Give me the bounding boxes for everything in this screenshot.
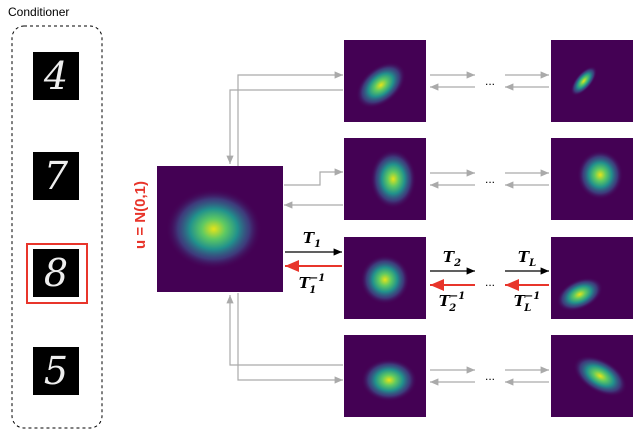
symbol: T bbox=[303, 229, 316, 247]
symbol: T bbox=[439, 292, 452, 310]
arrow bbox=[237, 71, 343, 166]
arrow bbox=[226, 295, 343, 366]
density-blob bbox=[360, 255, 410, 305]
ellipsis: ... bbox=[485, 369, 495, 383]
base-label: u = N(0,1) bbox=[132, 181, 149, 249]
density-blob bbox=[370, 149, 417, 209]
density-blob bbox=[556, 277, 603, 312]
superscript: −1 bbox=[450, 291, 465, 302]
ellipsis: ... bbox=[485, 172, 495, 186]
subscript: 2 bbox=[453, 258, 461, 269]
connections bbox=[226, 71, 343, 384]
subscript: 1 bbox=[314, 239, 321, 250]
density-blob bbox=[577, 150, 624, 200]
symbol: T bbox=[514, 292, 527, 310]
subscript: 1 bbox=[309, 285, 316, 296]
symbol: T bbox=[299, 274, 312, 292]
transform-label: T−1 2 bbox=[439, 291, 466, 314]
density-blob bbox=[573, 355, 628, 397]
conditioner-title: Conditioner bbox=[8, 5, 69, 19]
arrow bbox=[284, 168, 343, 186]
arrow bbox=[237, 293, 343, 384]
transform-label: T−1 L bbox=[514, 291, 541, 314]
digit: 5 bbox=[44, 349, 68, 393]
density-blob bbox=[570, 66, 597, 96]
subscript: L bbox=[528, 258, 536, 269]
digit-image bbox=[33, 52, 79, 100]
transform-label: T2 bbox=[443, 248, 461, 269]
selected-highlight bbox=[26, 243, 88, 304]
digit-image bbox=[33, 249, 79, 297]
symbol: T bbox=[518, 248, 531, 266]
transform-label: TL bbox=[518, 248, 536, 269]
density-blob bbox=[361, 358, 417, 402]
digit-image bbox=[33, 152, 79, 200]
ellipsis: ... bbox=[485, 74, 495, 88]
superscript: −1 bbox=[525, 291, 540, 302]
conditioner-box bbox=[11, 25, 103, 429]
superscript: −1 bbox=[310, 273, 325, 284]
transform-label: T1 bbox=[303, 229, 321, 250]
arrow bbox=[226, 89, 343, 164]
density-blob bbox=[356, 62, 406, 109]
transform-label: T−1 1 bbox=[299, 273, 326, 296]
digit: 4 bbox=[43, 54, 68, 98]
subscript: 2 bbox=[448, 303, 456, 314]
ellipsis: ... bbox=[485, 275, 495, 289]
digit: 8 bbox=[44, 251, 68, 295]
density-blob bbox=[165, 188, 262, 270]
symbol: T bbox=[443, 248, 456, 266]
digit-image bbox=[33, 347, 79, 395]
digit: 7 bbox=[44, 154, 69, 198]
subscript: L bbox=[523, 303, 531, 314]
